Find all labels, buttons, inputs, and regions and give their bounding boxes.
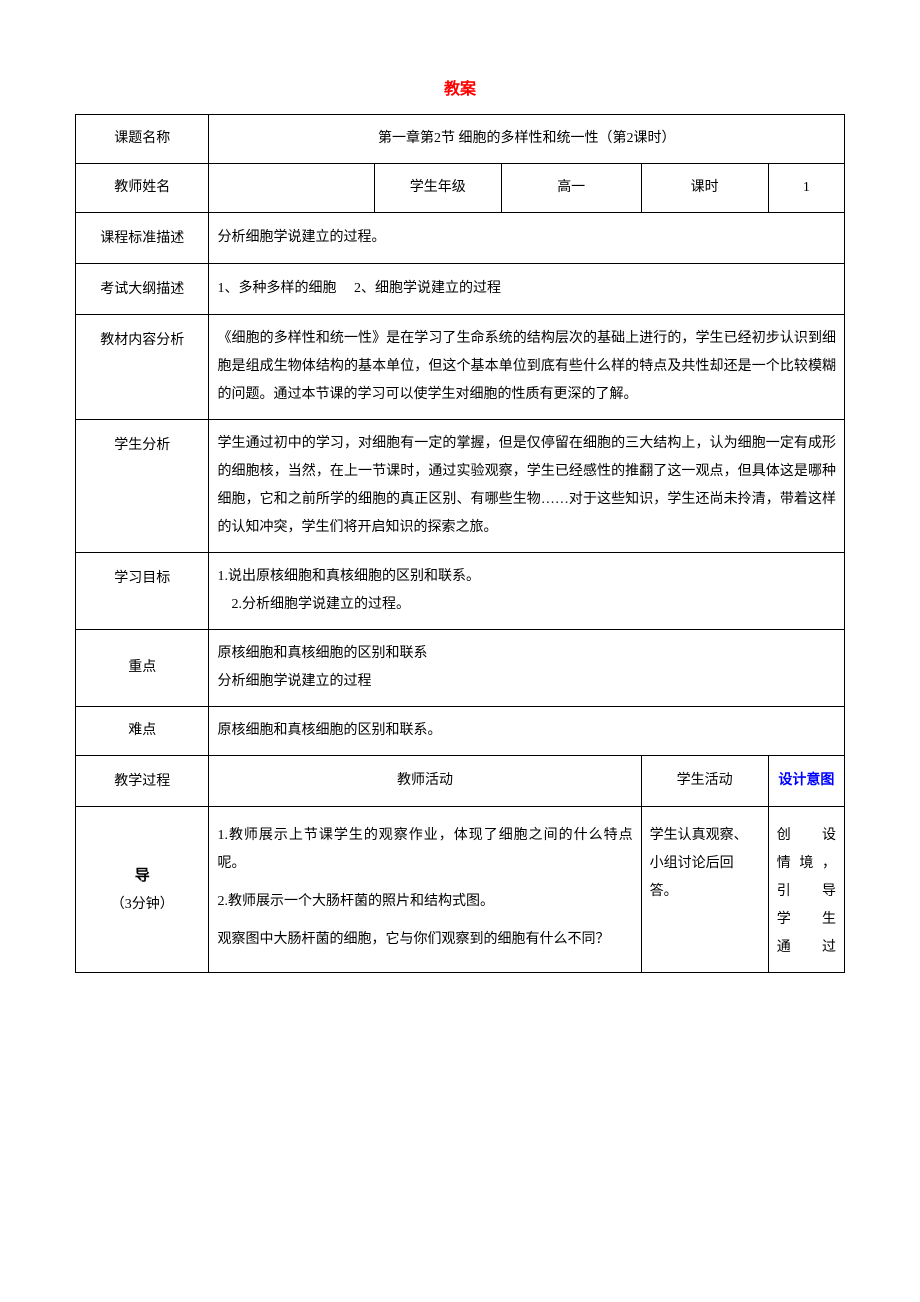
period-value: 1 — [768, 164, 844, 213]
standard-value: 分析细胞学说建立的过程。 — [209, 213, 845, 264]
intro-teacher-1: 1.教师展示上节课学生的观察作业，体现了细胞之间的什么特点呢。 — [217, 822, 632, 878]
teacher-value — [209, 164, 374, 213]
grade-label: 学生年级 — [374, 164, 501, 213]
keypoint-2: 分析细胞学说建立的过程 — [217, 668, 836, 696]
process-header-row: 教学过程 教师活动 学生活动 设计意图 — [76, 756, 845, 807]
goals-value: 1.说出原核细胞和真核细胞的区别和联系。 2.分析细胞学说建立的过程。 — [209, 553, 845, 630]
intro-label-2: （3分钟） — [84, 891, 200, 919]
exam-value: 1、多种多样的细胞 2、细胞学说建立的过程 — [209, 264, 845, 315]
keypoint-1: 原核细胞和真核细胞的区别和联系 — [217, 640, 836, 668]
student-activity-header: 学生活动 — [641, 756, 768, 807]
keypoints-row: 重点 原核细胞和真核细胞的区别和联系 分析细胞学说建立的过程 — [76, 630, 845, 707]
intro-teacher-activity: 1.教师展示上节课学生的观察作业，体现了细胞之间的什么特点呢。 2.教师展示一个… — [209, 807, 641, 973]
design-line-5: 通 过 — [777, 934, 836, 962]
material-label: 教材内容分析 — [76, 315, 209, 420]
design-line-2: 情境， — [777, 850, 836, 878]
standard-label: 课程标准描述 — [76, 213, 209, 264]
goals-label: 学习目标 — [76, 553, 209, 630]
intro-student-activity: 学生认真观察、小组讨论后回答。 — [641, 807, 768, 973]
teacher-activity-header: 教师活动 — [209, 756, 641, 807]
intro-label: 导 （3分钟） — [76, 807, 209, 973]
student-analysis-label: 学生分析 — [76, 420, 209, 553]
exam-row: 考试大纲描述 1、多种多样的细胞 2、细胞学说建立的过程 — [76, 264, 845, 315]
topic-value: 第一章第2节 细胞的多样性和统一性（第2课时） — [209, 115, 845, 164]
design-line-1: 创 设 — [777, 822, 836, 850]
goal-1: 1.说出原核细胞和真核细胞的区别和联系。 — [217, 563, 836, 591]
teacher-row: 教师姓名 学生年级 高一 课时 1 — [76, 164, 845, 213]
intro-design-intent: 创 设 情境， 引 导 学 生 通 过 — [768, 807, 844, 973]
design-line-4: 学 生 — [777, 906, 836, 934]
difficulty-row: 难点 原核细胞和真核细胞的区别和联系。 — [76, 707, 845, 756]
grade-value: 高一 — [501, 164, 641, 213]
goal-2: 2.分析细胞学说建立的过程。 — [217, 591, 836, 619]
keypoints-value: 原核细胞和真核细胞的区别和联系 分析细胞学说建立的过程 — [209, 630, 845, 707]
difficulty-label: 难点 — [76, 707, 209, 756]
topic-row: 课题名称 第一章第2节 细胞的多样性和统一性（第2课时） — [76, 115, 845, 164]
design-line-3: 引 导 — [777, 878, 836, 906]
intro-label-1: 导 — [84, 861, 200, 891]
process-label: 教学过程 — [76, 756, 209, 807]
design-intent-text: 设计意图 — [777, 767, 836, 795]
period-label: 课时 — [641, 164, 768, 213]
lesson-plan-table: 课题名称 第一章第2节 细胞的多样性和统一性（第2课时） 教师姓名 学生年级 高… — [75, 114, 845, 973]
keypoints-label: 重点 — [76, 630, 209, 707]
topic-label: 课题名称 — [76, 115, 209, 164]
material-row: 教材内容分析 《细胞的多样性和统一性》是在学习了生命系统的结构层次的基础上进行的… — [76, 315, 845, 420]
intro-row: 导 （3分钟） 1.教师展示上节课学生的观察作业，体现了细胞之间的什么特点呢。 … — [76, 807, 845, 973]
teacher-label: 教师姓名 — [76, 164, 209, 213]
intro-teacher-3: 观察图中大肠杆菌的细胞，它与你们观察到的细胞有什么不同？ — [217, 926, 632, 954]
difficulty-value: 原核细胞和真核细胞的区别和联系。 — [209, 707, 845, 756]
student-analysis-row: 学生分析 学生通过初中的学习，对细胞有一定的掌握，但是仅停留在细胞的三大结构上，… — [76, 420, 845, 553]
page-title: 教案 — [75, 75, 845, 99]
intro-teacher-2: 2.教师展示一个大肠杆菌的照片和结构式图。 — [217, 888, 632, 916]
student-analysis-value: 学生通过初中的学习，对细胞有一定的掌握，但是仅停留在细胞的三大结构上，认为细胞一… — [209, 420, 845, 553]
material-value: 《细胞的多样性和统一性》是在学习了生命系统的结构层次的基础上进行的，学生已经初步… — [209, 315, 845, 420]
design-intent-header: 设计意图 — [768, 756, 844, 807]
exam-label: 考试大纲描述 — [76, 264, 209, 315]
goals-row: 学习目标 1.说出原核细胞和真核细胞的区别和联系。 2.分析细胞学说建立的过程。 — [76, 553, 845, 630]
standard-row: 课程标准描述 分析细胞学说建立的过程。 — [76, 213, 845, 264]
